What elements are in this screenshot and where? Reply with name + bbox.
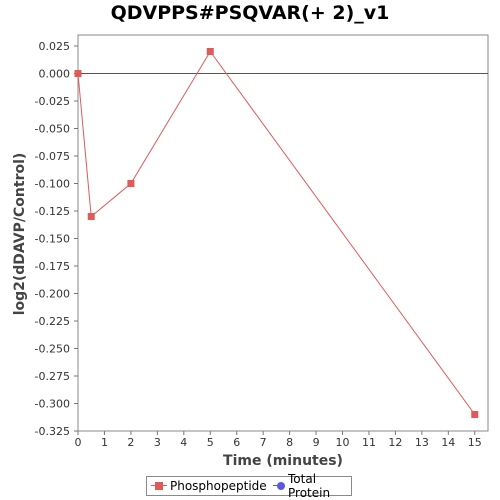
legend-item-phosphopeptide: Phosphopeptide: [151, 479, 267, 493]
y-tick-label: -0.100: [35, 178, 70, 191]
legend-item-total-protein: Total Protein: [272, 472, 345, 500]
y-tick-label: -0.150: [35, 233, 70, 246]
y-tick-label: -0.125: [35, 205, 70, 218]
x-tick-label: 9: [313, 436, 320, 449]
legend: Phosphopeptide Total Protein: [146, 472, 352, 500]
x-tick-label: 5: [207, 436, 214, 449]
chart-title: QDVPPS#PSQVAR(+ 2)_v1: [110, 2, 390, 24]
x-tick-label: 2: [127, 436, 134, 449]
data-point: [87, 213, 95, 220]
plot-frame: [77, 34, 489, 432]
x-tick-label: 12: [388, 436, 402, 449]
legend-swatch-phosphopeptide: [151, 481, 167, 491]
x-tick-label: 15: [468, 436, 482, 449]
y-tick-label: -0.075: [35, 150, 70, 163]
x-tick-label: 11: [362, 436, 376, 449]
y-tick-label: -0.225: [35, 315, 70, 328]
y-tick-label: -0.050: [35, 123, 70, 136]
y-tick-label: -0.200: [35, 288, 70, 301]
y-tick-label: -0.275: [35, 370, 70, 383]
x-tick-label: 10: [336, 436, 350, 449]
x-tick-label: 4: [180, 436, 187, 449]
data-point: [471, 411, 479, 418]
x-axis-label: Time (minutes): [223, 453, 343, 469]
y-tick-label: 0.000: [39, 68, 71, 81]
y-axis-label: log2(dDAVP/Control): [12, 152, 28, 316]
y-tick-label: -0.175: [35, 260, 70, 273]
data-point: [74, 70, 82, 77]
x-tick-label: 7: [260, 436, 267, 449]
y-tick-label: 0.025: [39, 40, 71, 53]
x-tick-label: 0: [75, 436, 82, 449]
legend-label-phosphopeptide: Phosphopeptide: [170, 479, 267, 493]
y-tick-label: -0.300: [35, 398, 70, 411]
data-point: [127, 180, 135, 187]
x-tick-label: 6: [233, 436, 240, 449]
x-tick-label: 3: [154, 436, 161, 449]
data-point: [206, 48, 214, 55]
x-tick-label: 13: [415, 436, 429, 449]
y-tick-label: -0.025: [35, 95, 70, 108]
legend-label-total-protein: Total Protein: [288, 472, 331, 500]
y-tick-label: -0.325: [35, 425, 70, 438]
x-tick-label: 8: [286, 436, 293, 449]
x-tick-label: 14: [441, 436, 455, 449]
legend-swatch-total-protein: [272, 481, 285, 491]
x-tick-label: 1: [101, 436, 108, 449]
y-tick-label: -0.250: [35, 343, 70, 356]
